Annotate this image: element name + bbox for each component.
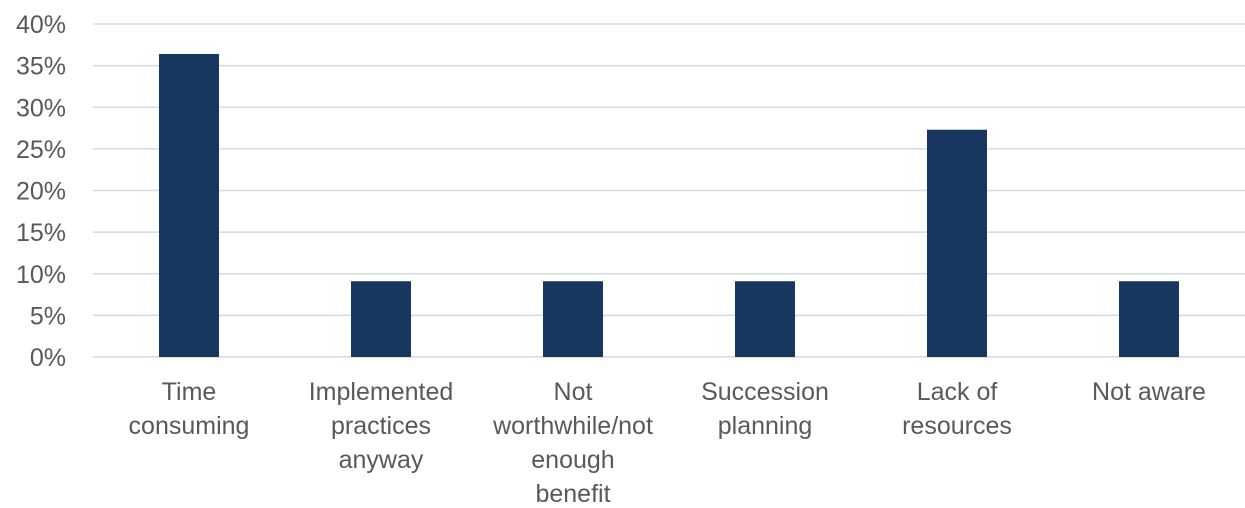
x-category-label-line: Not aware (1092, 378, 1206, 406)
bar (1119, 281, 1179, 357)
y-tick-label: 20% (16, 178, 66, 206)
y-tick-label: 10% (16, 261, 66, 289)
bar (543, 281, 603, 357)
x-category-label: Succession planning (701, 378, 829, 440)
x-category-label-line: enough (531, 446, 614, 474)
x-category-label-line: Time (162, 378, 217, 406)
x-category-label: Not aware (1092, 378, 1206, 406)
x-category-label-line: Not (554, 378, 593, 406)
x-category-label-line: practices (331, 412, 431, 440)
bar (159, 53, 219, 357)
x-category-label-line: Implemented (309, 378, 454, 406)
x-category-label-line: resources (902, 412, 1012, 440)
bar (351, 281, 411, 357)
bar (735, 281, 795, 357)
x-axis-category-labels: Time consuming Implemented practices anyway N… (129, 378, 1206, 508)
x-category-label-line: consuming (129, 412, 250, 440)
x-category-label: Not worthwhile/not enough benefit (492, 378, 653, 508)
y-axis-tick-labels: 0% 5% 10% 15% 20% 25% 30% 35% 40% (16, 11, 66, 372)
y-tick-label: 40% (16, 11, 66, 39)
bars (159, 53, 1179, 357)
y-tick-label: 35% (16, 53, 66, 81)
x-category-label-line: planning (718, 412, 813, 440)
bar (927, 129, 987, 357)
x-category-label-line: worthwhile/not (492, 412, 653, 440)
y-tick-label: 0% (30, 344, 66, 372)
x-category-label-line: benefit (535, 480, 610, 508)
y-tick-label: 15% (16, 219, 66, 247)
y-tick-label: 5% (30, 302, 66, 330)
y-tick-label: 25% (16, 136, 66, 164)
x-category-label: Implemented practices anyway (309, 378, 454, 474)
x-category-label-line: Lack of (917, 378, 998, 406)
gridlines (93, 23, 1245, 358)
x-category-label-line: anyway (339, 446, 424, 474)
x-category-label: Lack of resources (902, 378, 1012, 440)
x-category-label-line: Succession (701, 378, 829, 406)
y-tick-label: 30% (16, 94, 66, 122)
x-category-label: Time consuming (129, 378, 250, 440)
